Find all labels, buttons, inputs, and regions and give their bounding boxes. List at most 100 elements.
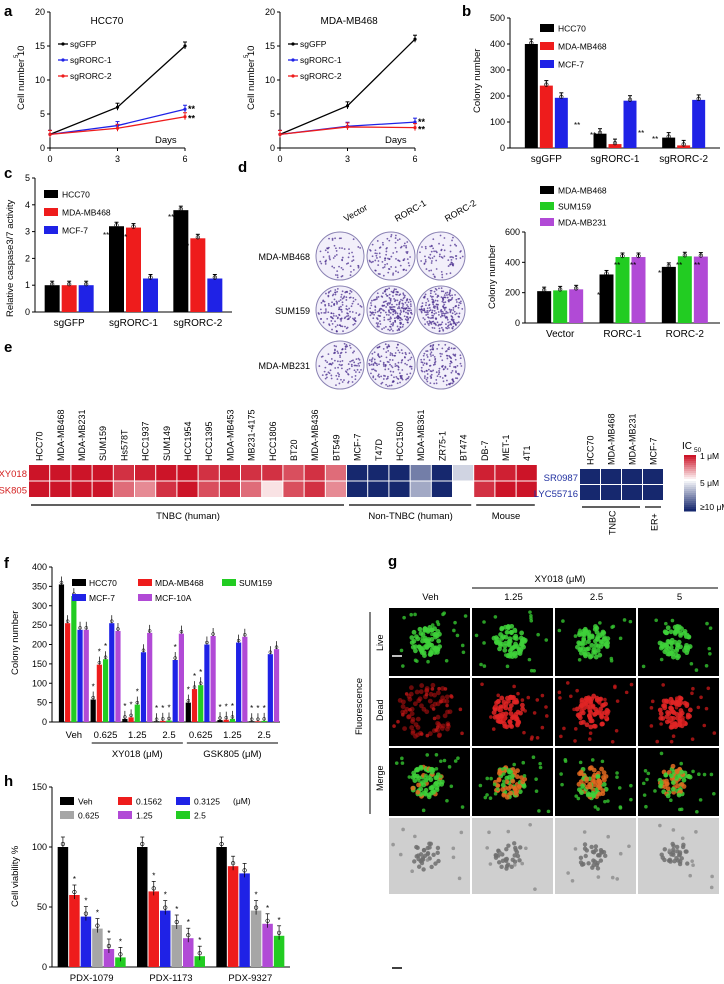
colony-dot (403, 242, 406, 245)
scattered-cell (487, 830, 491, 835)
bar (273, 935, 285, 967)
significance-marker: * (152, 871, 155, 880)
colony-dot (379, 323, 382, 325)
cell-dot (505, 862, 511, 867)
cell-dot (599, 639, 605, 645)
heatmap-cell (283, 465, 304, 481)
significance-marker: * (225, 703, 228, 712)
scattered-cell (482, 664, 487, 668)
scattered-cell (610, 739, 615, 744)
colony-dot (360, 368, 362, 371)
cell-dot (675, 642, 681, 648)
colony-dot (334, 255, 336, 258)
colony-dot (451, 294, 453, 297)
cell-dot (598, 847, 604, 853)
colony-dot (335, 253, 338, 256)
heatmap-cell (262, 465, 283, 481)
bar (262, 923, 273, 967)
cell-dot (423, 787, 429, 793)
colony-dot (391, 354, 394, 357)
data-point (67, 282, 72, 287)
cell-dot (686, 774, 691, 779)
heatmap-cell (304, 465, 325, 481)
scattered-cell (512, 762, 516, 767)
colony-dot (398, 307, 401, 310)
colony-dot (388, 329, 391, 332)
colony-dot (390, 384, 393, 387)
scattered-cell (578, 760, 583, 765)
scattered-cell (653, 789, 657, 793)
cell-dot (588, 784, 593, 790)
colony-dot (434, 276, 436, 279)
colony-dot (456, 372, 459, 375)
colony-dot (430, 323, 433, 325)
heatmap-cell (516, 465, 537, 481)
colony-dot (372, 364, 375, 367)
cell-dot (416, 856, 421, 862)
cell-dot (678, 630, 684, 636)
colony-dot (338, 363, 341, 366)
colony-dot (395, 288, 397, 291)
colony-dot (430, 370, 433, 373)
scattered-cell (624, 690, 629, 695)
scattered-cell (453, 759, 458, 763)
colony-dot (390, 374, 393, 377)
cell-dot (679, 769, 685, 775)
significance-marker: * (187, 918, 190, 927)
significance-marker: * (107, 929, 110, 938)
significance-marker: * (199, 668, 202, 677)
panel-label-h: h (4, 773, 13, 790)
cell-dot (578, 771, 584, 776)
colony-dot (424, 255, 426, 258)
colony-dot (320, 262, 323, 265)
colony-dot (349, 360, 352, 363)
colony-dot (435, 251, 438, 254)
colony-dot (444, 374, 447, 377)
scattered-cell (516, 691, 520, 696)
scattered-cell (396, 719, 400, 724)
colony-dot (387, 271, 390, 274)
micrograph-row-label: Dead (375, 699, 385, 721)
colony-dot (391, 353, 393, 355)
significance-marker: ** (652, 135, 658, 144)
bar (539, 85, 553, 148)
colony-dot (444, 306, 447, 309)
cell-dot (415, 716, 421, 722)
colony-dot (335, 384, 337, 387)
colony-dot (394, 311, 397, 314)
y-tick-label: 100 (32, 678, 47, 688)
colony-dot (430, 260, 433, 262)
legend-label: sgRORC-2 (300, 71, 342, 81)
colony-dot (336, 378, 339, 381)
heatmap-cell (368, 481, 389, 497)
colony-dot (397, 361, 400, 364)
colony-dot (356, 368, 359, 371)
scattered-cell (562, 726, 566, 731)
bar (102, 659, 109, 722)
micrograph-column-label: 1.25 (504, 592, 523, 603)
legend-swatch (540, 218, 554, 226)
colony-dot (346, 326, 349, 329)
chart-title: HCC70 (91, 16, 124, 27)
scattered-cell (430, 687, 435, 691)
cell-dot (508, 790, 513, 796)
cell-dot (498, 719, 504, 725)
colony-dot (331, 317, 334, 319)
cell-dot (582, 846, 588, 851)
cell-dot (595, 866, 601, 871)
colony-dot (402, 293, 405, 296)
colony-dot (396, 239, 399, 242)
colony-dot (442, 329, 445, 332)
colony-dot (345, 315, 348, 318)
colony-dot (434, 293, 437, 296)
colony-dot (340, 367, 343, 370)
colony-dot (426, 380, 429, 383)
colony-dot (397, 271, 400, 274)
data-point (129, 713, 133, 718)
data-point (84, 282, 89, 287)
cell-dot (592, 650, 598, 655)
legend-label: Veh (78, 797, 93, 807)
scattered-cell (401, 712, 405, 717)
colony-dot (376, 346, 379, 349)
colony-dot (382, 361, 385, 364)
